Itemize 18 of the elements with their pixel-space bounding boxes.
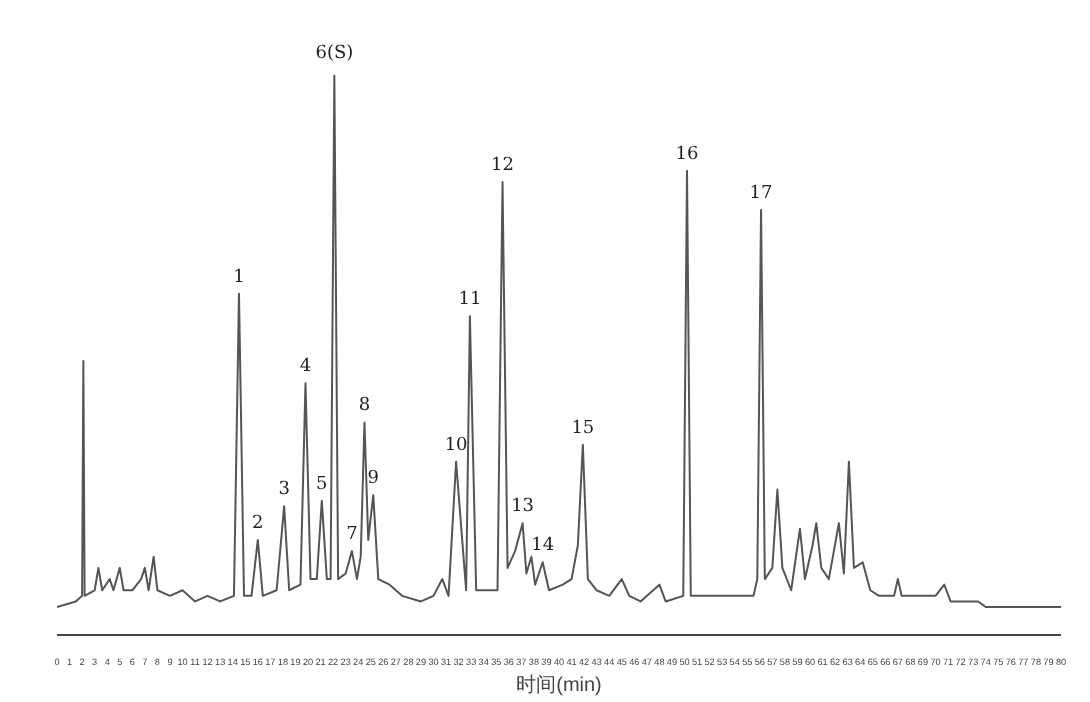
annotation: 15 <box>571 418 595 439</box>
annotation: 17 <box>749 183 774 204</box>
x-axis-title: 时间(min) <box>516 673 602 697</box>
annotation: 2 <box>252 513 264 534</box>
annotation: 10 <box>444 435 469 456</box>
annotation: 7 <box>346 525 359 546</box>
annotation: 3 <box>278 480 291 501</box>
annotation: 13 <box>511 497 535 518</box>
annotation: 9 <box>367 469 380 490</box>
annotation: 12 <box>491 156 514 176</box>
annotation: 4 <box>299 357 312 378</box>
annotation: 5 <box>316 474 329 495</box>
annotation: 16 <box>675 144 700 165</box>
annotation: 6(S) <box>315 43 354 64</box>
annotation: 14 <box>531 536 555 557</box>
annotation: 8 <box>358 396 371 417</box>
annotation: 11 <box>458 290 482 311</box>
annotation: 1 <box>233 267 245 288</box>
